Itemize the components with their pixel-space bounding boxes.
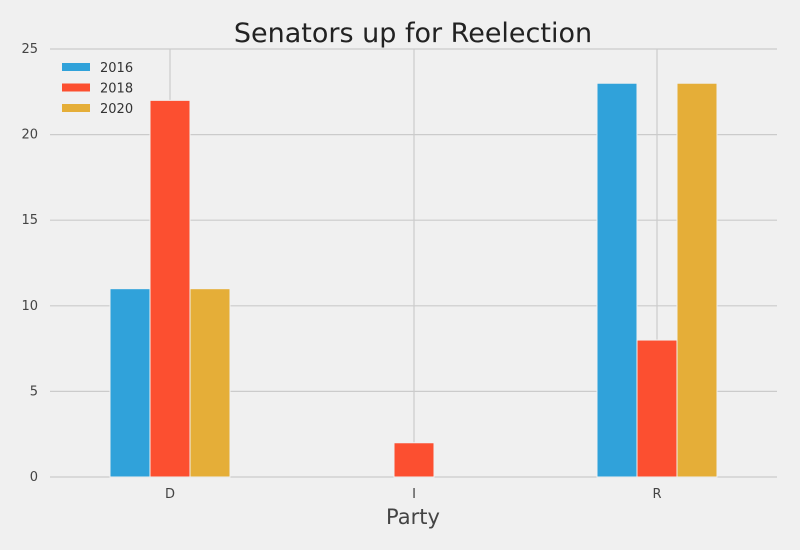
- legend-swatch-2016: [62, 63, 90, 71]
- bar-2018-D: [149, 99, 191, 478]
- legend-swatch-2018: [62, 83, 90, 92]
- y-axis-ticks: 0 5 10 15 20 25: [21, 42, 38, 485]
- bar-2018-R: [636, 339, 678, 478]
- legend-label: 2020: [100, 102, 133, 117]
- bar-2016-D: [109, 288, 151, 478]
- bar-2020-D: [189, 288, 231, 478]
- y-tick-label: 5: [30, 384, 38, 399]
- bar-2016-R: [596, 82, 638, 478]
- x-tick-label: I: [412, 487, 416, 502]
- y-tick-label: 20: [21, 128, 38, 143]
- bar-2018-I: [393, 442, 435, 478]
- legend: 2016 2018 2020: [62, 61, 133, 117]
- x-tick-label: D: [165, 487, 175, 502]
- y-tick-label: 0: [30, 470, 38, 485]
- y-tick-label: 25: [21, 42, 38, 57]
- y-tick-label: 10: [21, 299, 38, 314]
- legend-swatch-2020: [62, 104, 90, 112]
- chart-title: Senators up for Reelection: [234, 18, 592, 49]
- y-tick-label: 15: [21, 213, 38, 228]
- bar-2020-R: [676, 82, 718, 478]
- legend-label: 2016: [100, 61, 133, 76]
- legend-label: 2018: [100, 82, 133, 97]
- x-tick-label: R: [652, 487, 661, 502]
- x-axis-label: Party: [386, 505, 440, 529]
- bars: [109, 82, 718, 478]
